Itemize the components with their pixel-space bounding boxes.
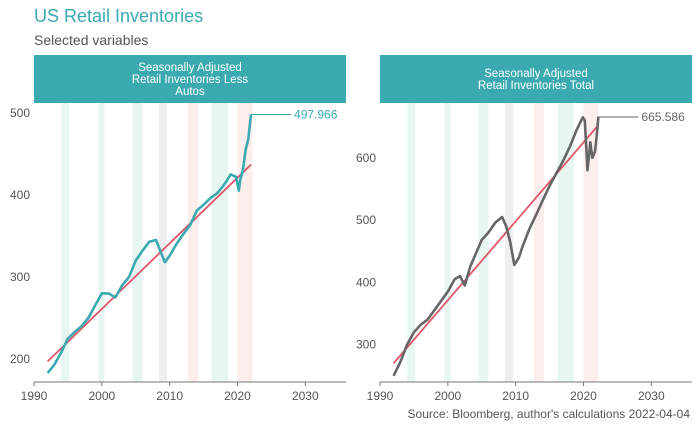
x-tick-label: 2020: [224, 389, 251, 403]
x-tick-label: 1990: [21, 389, 48, 403]
y-tick-label: 500: [10, 106, 30, 120]
panel-strip-label: Retail Inventories Less: [132, 74, 249, 86]
panel-strip-label: Seasonally Adjusted: [484, 68, 588, 80]
x-tick-label: 2000: [434, 389, 461, 403]
shading-band: [583, 103, 599, 382]
shading-band: [557, 103, 574, 382]
panel-strip: [380, 55, 692, 103]
shading-band: [187, 103, 199, 382]
last-value-label: 665.586: [641, 110, 685, 124]
panel-strip-label: Autos: [175, 86, 205, 98]
x-tick-label: 1990: [367, 389, 394, 403]
shading-band: [61, 103, 70, 382]
x-tick-label: 2020: [570, 389, 597, 403]
source-note: Source: Bloomberg, author's calculations…: [407, 407, 690, 421]
shading-band: [504, 103, 513, 382]
y-tick-label: 300: [356, 338, 376, 352]
shading-band: [158, 103, 167, 382]
shading-band: [444, 103, 451, 382]
last-value-label: 497.966: [294, 108, 338, 122]
series-line: [392, 116, 600, 377]
x-tick-label: 2030: [292, 389, 319, 403]
panel-strip-label: Retail Inventories Total: [478, 80, 594, 92]
shading-band: [132, 103, 143, 382]
shading-band: [407, 103, 416, 382]
panel-strip-label: Seasonally Adjusted: [138, 62, 242, 74]
series-line: [46, 114, 253, 374]
trend-line: [392, 126, 598, 364]
shading-band: [98, 103, 105, 382]
y-tick-label: 400: [10, 188, 30, 202]
x-tick-label: 2010: [502, 389, 529, 403]
y-tick-label: 400: [356, 275, 376, 289]
shading-band: [478, 103, 489, 382]
chart-subtitle: Selected variables: [34, 32, 149, 48]
panel-strip: [34, 55, 346, 103]
shading-band: [533, 103, 545, 382]
y-tick-label: 600: [356, 151, 376, 165]
y-tick-label: 200: [10, 352, 30, 366]
trend-line: [46, 163, 252, 363]
x-tick-label: 2030: [638, 389, 665, 403]
chart-title: US Retail Inventories: [34, 6, 204, 26]
y-tick-label: 300: [10, 270, 30, 284]
x-tick-label: 2000: [88, 389, 115, 403]
x-tick-label: 2010: [156, 389, 183, 403]
shading-band: [237, 103, 253, 382]
y-tick-label: 500: [356, 213, 376, 227]
shading-band: [211, 103, 228, 382]
